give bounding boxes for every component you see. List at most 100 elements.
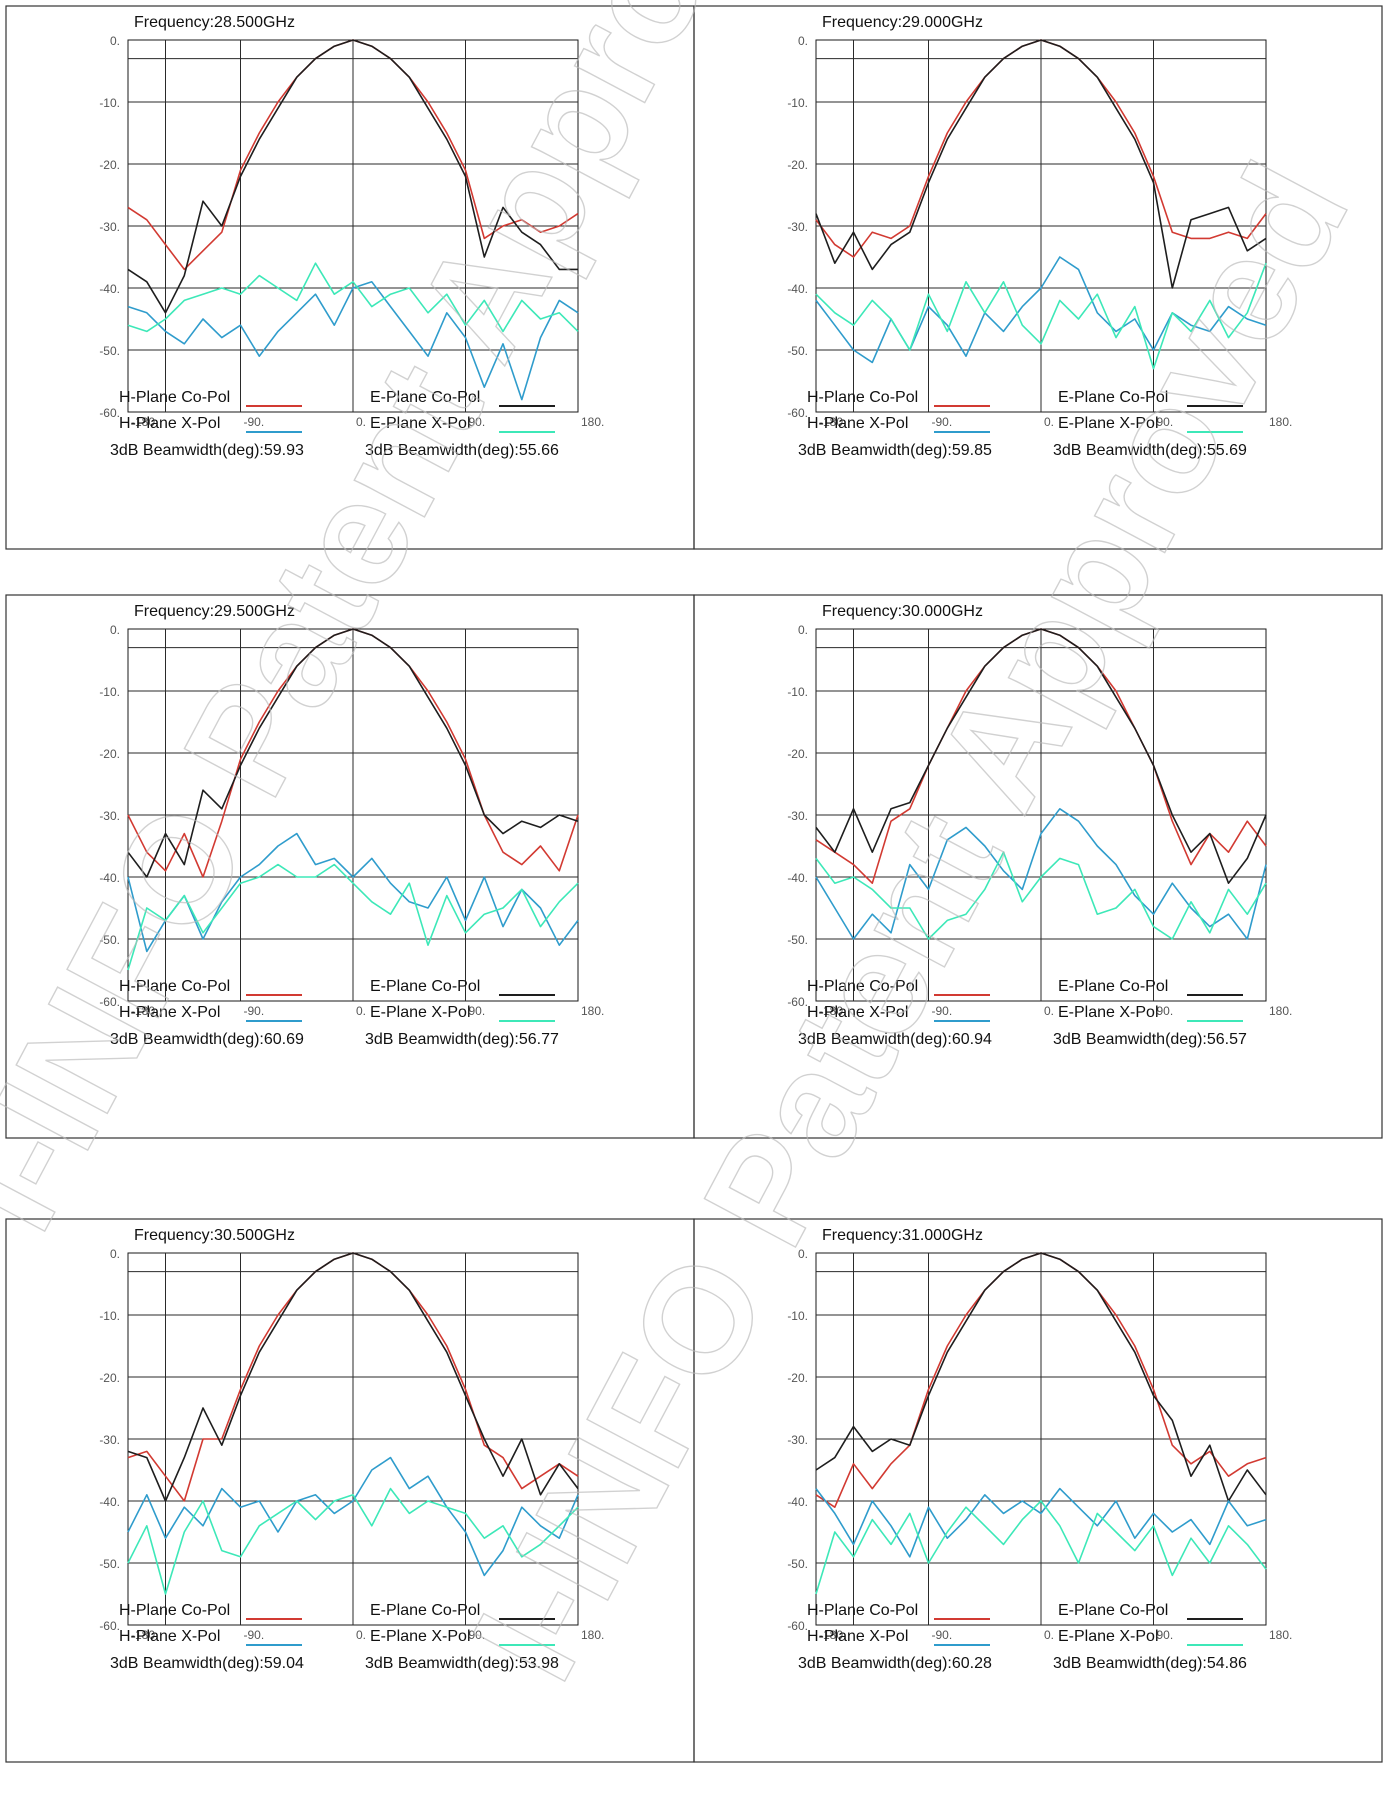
legend-label-e-co: E-Plane Co-Pol bbox=[1058, 389, 1168, 406]
x-tick-label: -90. bbox=[244, 415, 265, 429]
x-tick-label: 90. bbox=[1157, 1628, 1174, 1642]
x-tick-label: 180. bbox=[581, 415, 604, 429]
y-tick-label: -40. bbox=[99, 1495, 120, 1509]
y-tick-label: -60. bbox=[787, 1619, 808, 1633]
chart-panel: 0. -10. -20. -30. -40. -50. -60. -180. -90. 0. 90.… bbox=[693, 594, 1383, 1139]
h-beamwidth-label: 3dB Beamwidth(deg):60.28 bbox=[798, 1655, 992, 1672]
y-tick-label: -10. bbox=[787, 685, 808, 699]
h-beamwidth-label: 3dB Beamwidth(deg):60.69 bbox=[110, 1031, 304, 1048]
h-beamwidth-label: 3dB Beamwidth(deg):59.04 bbox=[110, 1655, 304, 1672]
legend-label-e-co: E-Plane Co-Pol bbox=[370, 1602, 480, 1619]
legend-label-h-x: H-Plane X-Pol bbox=[807, 415, 908, 432]
y-tick-label: -10. bbox=[787, 96, 808, 110]
y-tick-label: -40. bbox=[99, 282, 120, 296]
y-tick-label: -10. bbox=[99, 685, 120, 699]
legend-label-h-x: H-Plane X-Pol bbox=[807, 1628, 908, 1645]
series-line-e-co bbox=[815, 628, 1267, 884]
legend-label-e-x: E-Plane X-Pol bbox=[370, 1628, 471, 1645]
x-tick-label: 0. bbox=[1044, 1004, 1054, 1018]
legend-label-h-co: H-Plane Co-Pol bbox=[119, 389, 230, 406]
y-tick-label: -60. bbox=[787, 995, 808, 1009]
panel-frame bbox=[693, 5, 1383, 550]
chart-panel: 0. -10. -20. -30. -40. -50. -60. -180. -90. 0. 90.… bbox=[5, 5, 695, 550]
frequency-title: Frequency:30.500GHz bbox=[134, 1227, 295, 1244]
panel-frame bbox=[693, 594, 1383, 1139]
h-beamwidth-label: 3dB Beamwidth(deg):60.94 bbox=[798, 1031, 992, 1048]
x-tick-label: -180. bbox=[131, 1004, 158, 1018]
y-tick-label: 0. bbox=[798, 1247, 808, 1261]
series-line-h-x bbox=[127, 281, 579, 401]
e-beamwidth-label: 3dB Beamwidth(deg):56.57 bbox=[1053, 1031, 1247, 1048]
x-tick-label: -180. bbox=[131, 1628, 158, 1642]
series-line-e-x bbox=[815, 1500, 1267, 1595]
legend-label-e-x: E-Plane X-Pol bbox=[1058, 1004, 1159, 1021]
x-tick-label: 180. bbox=[1269, 415, 1292, 429]
y-tick-label: -60. bbox=[787, 406, 808, 420]
y-tick-label: -50. bbox=[787, 1557, 808, 1571]
y-tick-label: -40. bbox=[787, 1495, 808, 1509]
frequency-title: Frequency:28.500GHz bbox=[134, 14, 295, 31]
y-tick-label: -50. bbox=[99, 344, 120, 358]
frequency-title: Frequency:29.500GHz bbox=[134, 603, 295, 620]
legend-label-h-co: H-Plane Co-Pol bbox=[807, 1602, 918, 1619]
series-line-h-x bbox=[815, 1487, 1267, 1558]
x-tick-label: 90. bbox=[469, 1628, 486, 1642]
legend-label-e-x: E-Plane X-Pol bbox=[1058, 415, 1159, 432]
x-tick-label: -180. bbox=[819, 1004, 846, 1018]
legend-label-e-x: E-Plane X-Pol bbox=[370, 1004, 471, 1021]
x-tick-label: 0. bbox=[356, 1004, 366, 1018]
legend-label-h-x: H-Plane X-Pol bbox=[119, 415, 220, 432]
y-tick-label: -10. bbox=[99, 1309, 120, 1323]
series-line-h-x bbox=[127, 1456, 579, 1577]
series-line-h-x bbox=[127, 832, 579, 953]
y-tick-label: -10. bbox=[99, 96, 120, 110]
series-line-e-co bbox=[815, 39, 1267, 289]
h-beamwidth-label: 3dB Beamwidth(deg):59.85 bbox=[798, 442, 992, 459]
y-tick-label: -30. bbox=[787, 1433, 808, 1447]
legend-label-h-x: H-Plane X-Pol bbox=[119, 1004, 220, 1021]
y-tick-label: -60. bbox=[99, 995, 120, 1009]
y-tick-label: -50. bbox=[99, 933, 120, 947]
legend-label-e-co: E-Plane Co-Pol bbox=[370, 389, 480, 406]
x-tick-label: 90. bbox=[1157, 415, 1174, 429]
x-tick-label: 0. bbox=[1044, 415, 1054, 429]
y-tick-label: -30. bbox=[99, 809, 120, 823]
legend-label-e-co: E-Plane Co-Pol bbox=[1058, 978, 1168, 995]
y-tick-label: 0. bbox=[110, 1247, 120, 1261]
x-tick-label: 0. bbox=[356, 1628, 366, 1642]
y-tick-label: -40. bbox=[787, 282, 808, 296]
h-beamwidth-label: 3dB Beamwidth(deg):59.93 bbox=[110, 442, 304, 459]
y-tick-label: -50. bbox=[99, 1557, 120, 1571]
x-tick-label: 180. bbox=[1269, 1004, 1292, 1018]
y-tick-label: -20. bbox=[99, 1371, 120, 1385]
y-tick-label: -40. bbox=[787, 871, 808, 885]
y-tick-label: -60. bbox=[99, 1619, 120, 1633]
series-line-e-co bbox=[127, 628, 579, 878]
x-tick-label: -90. bbox=[244, 1004, 265, 1018]
series-line-e-x bbox=[815, 851, 1267, 940]
frequency-title: Frequency:29.000GHz bbox=[822, 14, 983, 31]
e-beamwidth-label: 3dB Beamwidth(deg):55.66 bbox=[365, 442, 559, 459]
legend-label-e-co: E-Plane Co-Pol bbox=[370, 978, 480, 995]
legend-label-h-x: H-Plane X-Pol bbox=[807, 1004, 908, 1021]
legend-label-e-x: E-Plane X-Pol bbox=[370, 415, 471, 432]
legend-label-e-co: E-Plane Co-Pol bbox=[1058, 1602, 1168, 1619]
series-line-h-x bbox=[815, 808, 1267, 940]
x-tick-label: -180. bbox=[819, 1628, 846, 1642]
y-tick-label: -20. bbox=[787, 747, 808, 761]
y-tick-label: -30. bbox=[787, 220, 808, 234]
x-tick-label: 180. bbox=[581, 1628, 604, 1642]
y-tick-label: -50. bbox=[787, 933, 808, 947]
e-beamwidth-label: 3dB Beamwidth(deg):53.98 bbox=[365, 1655, 559, 1672]
chart-panel: 0. -10. -20. -30. -40. -50. -60. -180. -90. 0. 90.… bbox=[693, 5, 1383, 550]
y-tick-label: -20. bbox=[787, 158, 808, 172]
y-tick-label: -40. bbox=[99, 871, 120, 885]
series-line-e-co bbox=[815, 1252, 1267, 1502]
series-line-e-x bbox=[127, 1487, 579, 1595]
y-tick-label: -30. bbox=[99, 1433, 120, 1447]
x-tick-label: 0. bbox=[356, 415, 366, 429]
e-beamwidth-label: 3dB Beamwidth(deg):55.69 bbox=[1053, 442, 1247, 459]
x-tick-label: -90. bbox=[932, 1004, 953, 1018]
x-tick-label: 180. bbox=[1269, 1628, 1292, 1642]
